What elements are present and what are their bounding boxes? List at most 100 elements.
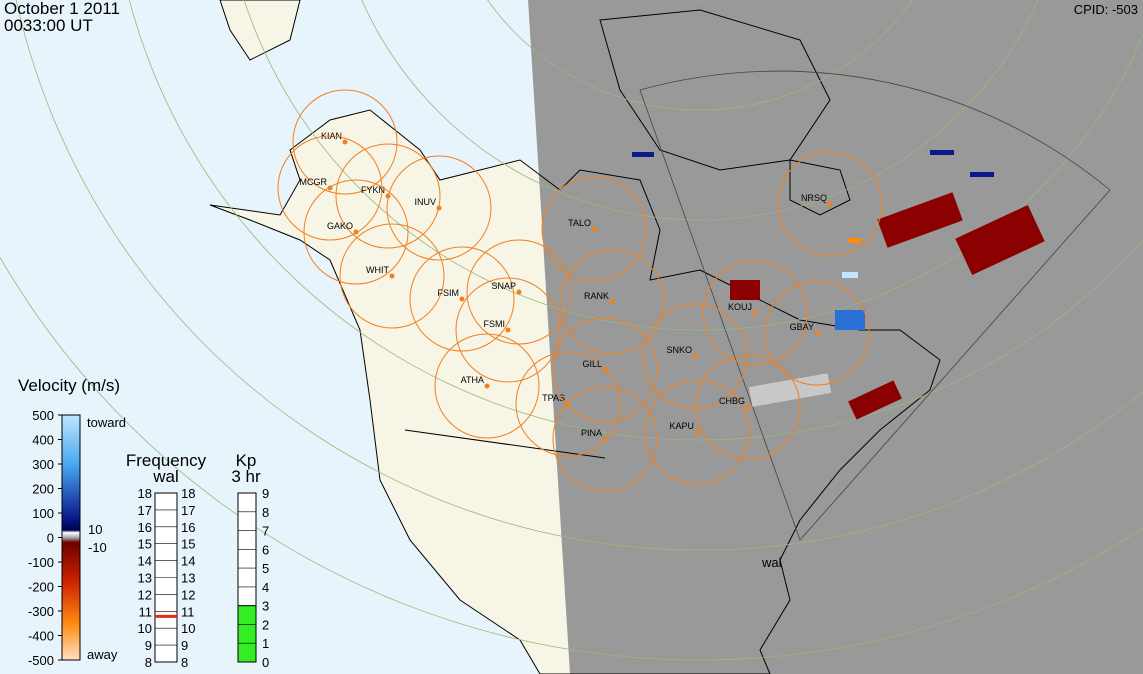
tick-label: 16 — [181, 520, 195, 535]
tick-label: 18 — [138, 486, 152, 501]
tick-label: 4 — [262, 580, 269, 595]
cpid: CPID: -503 — [1074, 2, 1138, 17]
station-label: CHBG — [719, 396, 745, 406]
tick-label: 300 — [32, 457, 54, 472]
station-fov — [695, 354, 801, 460]
station-fov — [541, 176, 647, 282]
tick-label: 6 — [262, 542, 269, 557]
tick-label: 13 — [138, 571, 152, 586]
station-dot — [353, 229, 359, 235]
station-dot — [745, 404, 751, 410]
night-side — [528, 0, 1143, 674]
velocity-cells — [632, 150, 1045, 420]
station-dot — [342, 139, 348, 145]
tick-label: 8 — [262, 505, 269, 520]
station-label: TPAS — [542, 393, 565, 403]
tick-label: 1 — [262, 636, 269, 651]
station-fov — [642, 303, 748, 409]
station-label: TALO — [568, 218, 591, 228]
frequency-radar: wal — [152, 467, 179, 486]
time: 0033:00 UT — [4, 16, 93, 35]
station-dot — [694, 429, 700, 435]
station-label: KAPU — [669, 421, 694, 431]
station-label: SNKO — [666, 345, 692, 355]
tick-label: 18 — [181, 486, 195, 501]
station-fov — [303, 179, 409, 285]
station-fov — [434, 333, 540, 439]
tick-label: -100 — [28, 555, 54, 570]
stations: KIANMCGRFYKNGAKOINUVWHITFSIMSNAPFSMIATHA… — [277, 89, 883, 492]
station-dot — [516, 289, 522, 295]
tick-label: 12 — [138, 587, 152, 602]
station-label: RANK — [584, 291, 609, 301]
border — [404, 429, 606, 459]
station-dot — [602, 436, 608, 442]
station-dot — [814, 330, 820, 336]
velocity-title: Velocity (m/s) — [18, 376, 120, 395]
tick-label: 2 — [262, 617, 269, 632]
velocity-colorbar — [61, 414, 81, 661]
tick-label: 500 — [32, 408, 54, 423]
tick-label: 9 — [145, 638, 152, 653]
tick-label: 12 — [181, 587, 195, 602]
station-fov — [386, 155, 492, 261]
tick-label: 10 — [138, 621, 152, 636]
date: October 1 2011 — [4, 0, 120, 18]
tick-label: -500 — [28, 653, 54, 668]
radar-label: wal — [761, 555, 782, 570]
station-fov — [552, 386, 658, 492]
station-label: GILL — [582, 359, 602, 369]
tick-label: 400 — [32, 433, 54, 448]
tick-label: 11 — [139, 604, 153, 619]
tick-label: 13 — [181, 571, 195, 586]
station-fov — [335, 143, 441, 249]
tick-label: 8 — [181, 655, 188, 670]
tick-label: -300 — [28, 604, 54, 619]
station-fov — [409, 246, 515, 352]
grid-circle — [0, 256, 1143, 661]
tick-label: 16 — [138, 520, 152, 535]
tick-label: 10 — [181, 621, 195, 636]
tick-label: 9 — [181, 638, 188, 653]
station-dot — [752, 310, 758, 316]
station-dot — [692, 353, 698, 359]
station-label: KOUJ — [728, 302, 752, 312]
station-fov — [277, 135, 383, 241]
grid-circle — [129, 0, 1143, 441]
station-fov — [552, 317, 658, 423]
tick-label: 0 — [262, 655, 269, 670]
tick-label: 7 — [262, 524, 269, 539]
land-outline — [528, 9, 941, 674]
gap-label: 10 — [88, 522, 102, 537]
tick-label: 0 — [47, 531, 54, 546]
station-dot — [436, 205, 442, 211]
station-fov — [644, 379, 750, 485]
tick-label: 8 — [145, 655, 152, 670]
gap-label: -10 — [88, 540, 107, 555]
grid-circle — [243, 0, 1143, 331]
station-label: GBAY — [790, 322, 814, 332]
kp-title: Kp — [236, 451, 257, 470]
station-dot — [505, 327, 511, 333]
station-fov — [515, 351, 621, 457]
tick-label: 5 — [262, 561, 269, 576]
tick-label: 11 — [181, 604, 195, 619]
toward-label: toward — [87, 415, 126, 430]
station-label: PINA — [581, 428, 602, 438]
kp-period: 3 hr — [231, 467, 261, 486]
station-dot — [609, 299, 615, 305]
tick-label: 15 — [181, 537, 195, 552]
station-label: FSMI — [484, 319, 506, 329]
station-dot — [389, 273, 395, 279]
station-label: SNAP — [491, 281, 516, 291]
tick-label: 9 — [262, 486, 269, 501]
station-dot — [591, 226, 597, 232]
station-label: WHIT — [366, 265, 389, 275]
grid-circle — [361, 0, 1039, 221]
tick-label: 14 — [138, 554, 152, 569]
station-label: FSIM — [438, 288, 460, 298]
station-dot — [327, 185, 333, 191]
